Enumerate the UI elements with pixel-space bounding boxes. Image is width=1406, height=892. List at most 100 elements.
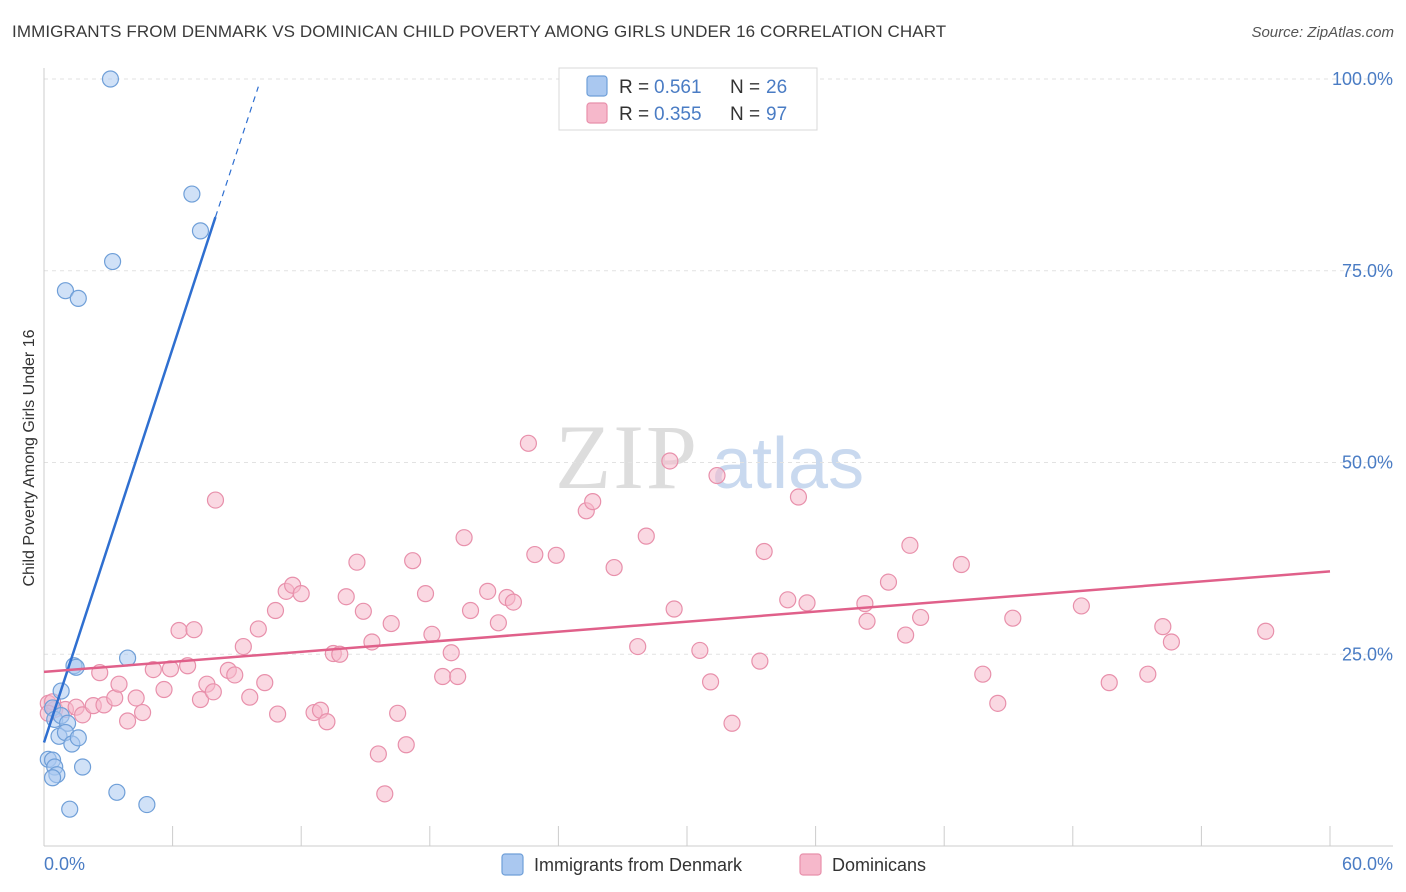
legend-bottom: Immigrants from Denmark Dominicans [501,853,926,876]
dominicans-point-61 [504,593,522,611]
dominicans-point-43 [354,602,372,620]
dominicans-point-45 [369,745,387,763]
legend-r-label-denmark: R = [619,77,649,98]
dominicans-point-29 [249,620,267,638]
dominicans-point-91 [1072,597,1090,615]
dominicans-point-73 [701,673,720,691]
dominicans-point-16 [155,680,173,699]
dominicans-point-59 [489,614,507,632]
dominicans-point-38 [318,713,336,731]
legend-bottom-label-denmark: Immigrants from Denmark [534,855,743,875]
denmark-points [39,70,210,818]
dominicans-point-46 [376,785,394,803]
dominicans-point-47 [382,614,400,633]
legend-bottom-label-dominicans: Dominicans [832,855,926,875]
legend-r-value-denmark: 0.561 [654,77,702,98]
dominicans-point-80 [798,594,816,612]
dominicans-point-31 [266,601,285,620]
legend-r-label-dominicans: R = [619,104,649,125]
dominicans-point-79 [789,488,808,506]
dominicans-point-69 [637,527,655,545]
dominicans-point-41 [337,588,355,606]
dominicans-point-12 [118,712,137,730]
grid-lines [44,78,1393,655]
dominicans-point-78 [779,591,797,609]
dominicans-point-88 [974,665,992,683]
dominicans-point-13 [127,689,145,707]
denmark-point-3 [103,252,122,271]
dominicans-point-11 [110,675,128,693]
dominicans-point-18 [170,621,188,640]
dominicans-point-89 [989,694,1007,712]
denmark-point-1 [183,185,201,203]
dominicans-point-35 [292,585,310,603]
dominicans-point-56 [455,529,473,547]
denmark-point-4 [56,282,75,300]
dominicans-point-23 [204,683,222,701]
dominicans-point-96 [1257,622,1275,640]
source-label: Source: ZipAtlas.com [1251,24,1394,41]
dominicans-point-67 [605,558,623,577]
dominicans-point-86 [912,608,930,627]
legend-bottom-swatch-denmark [501,853,524,876]
denmark-point-24 [108,783,126,801]
denmark-trend-line [42,216,217,743]
dominicans-point-20 [185,621,203,639]
legend-n-label-dominicans: N = [730,104,760,125]
dominicans-point-57 [461,601,480,620]
y-tick-label-1: 50.0% [1342,453,1393,473]
legend-n-label-denmark: N = [730,77,760,98]
dominicans-point-66 [584,493,602,511]
dominicans-point-94 [1154,618,1172,636]
dominicans-point-74 [708,466,726,485]
dominicans-point-30 [256,674,274,692]
denmark-point-0 [101,70,120,88]
dominicans-point-53 [434,667,452,686]
legend-n-value-denmark: 26 [766,77,787,98]
dominicans-point-77 [755,542,773,561]
dominicans-point-32 [269,705,287,723]
legend-bottom-swatch-dominicans [799,853,822,876]
denmark-point-23 [73,758,92,776]
legend-r-value-dominicans: 0.355 [654,104,702,125]
dominicans-point-28 [241,688,259,706]
denmark-point-26 [61,800,79,818]
dominicans-point-55 [449,667,467,686]
watermark: ZIP atlas [555,406,864,508]
y-axis-label: Child Poverty Among Girls Under 16 [21,329,38,586]
x-tick-label-left: 0.0% [44,854,85,874]
legend-top: R = 0.561 N = 26 R = 0.355 N = 97 [558,67,818,131]
dominicans-point-82 [858,612,876,630]
dominicans-trend-line [43,570,1331,674]
dominicans-point-85 [901,536,919,554]
y-tick-label-0: 25.0% [1342,644,1393,664]
dominicans-point-54 [442,644,460,662]
dominicans-point-70 [661,452,679,470]
dominicans-point-48 [389,704,407,722]
denmark-point-2 [191,222,210,240]
x-tick-label-right: 60.0% [1342,854,1393,874]
dominicans-point-51 [416,585,435,603]
watermark-atlas: atlas [712,424,864,504]
y-tick-label-2: 75.0% [1342,261,1393,281]
dominicans-point-49 [397,736,415,754]
denmark-point-22 [43,769,62,787]
x-tick-labels: 0.0% 60.0% [44,854,1393,874]
dominicans-point-76 [751,652,769,670]
dominicans-point-15 [144,660,162,679]
dominicans-point-14 [133,703,152,722]
dominicans-point-21 [191,690,210,709]
dominicans-point-87 [952,555,970,574]
dominicans-point-24 [206,491,225,509]
denmark-point-25 [138,795,156,814]
dominicans-point-95 [1162,633,1180,651]
dominicans-point-63 [526,545,544,564]
legend-swatch-dominicans [586,102,608,124]
dominicans-point-68 [629,637,647,656]
y-tick-label-3: 100.0% [1332,69,1393,89]
y-tick-labels: 25.0% 50.0% 75.0% 100.0% [1332,69,1393,664]
dominicans-point-50 [404,552,422,570]
dominicans-point-75 [723,714,741,732]
dominicans-point-83 [879,573,898,591]
